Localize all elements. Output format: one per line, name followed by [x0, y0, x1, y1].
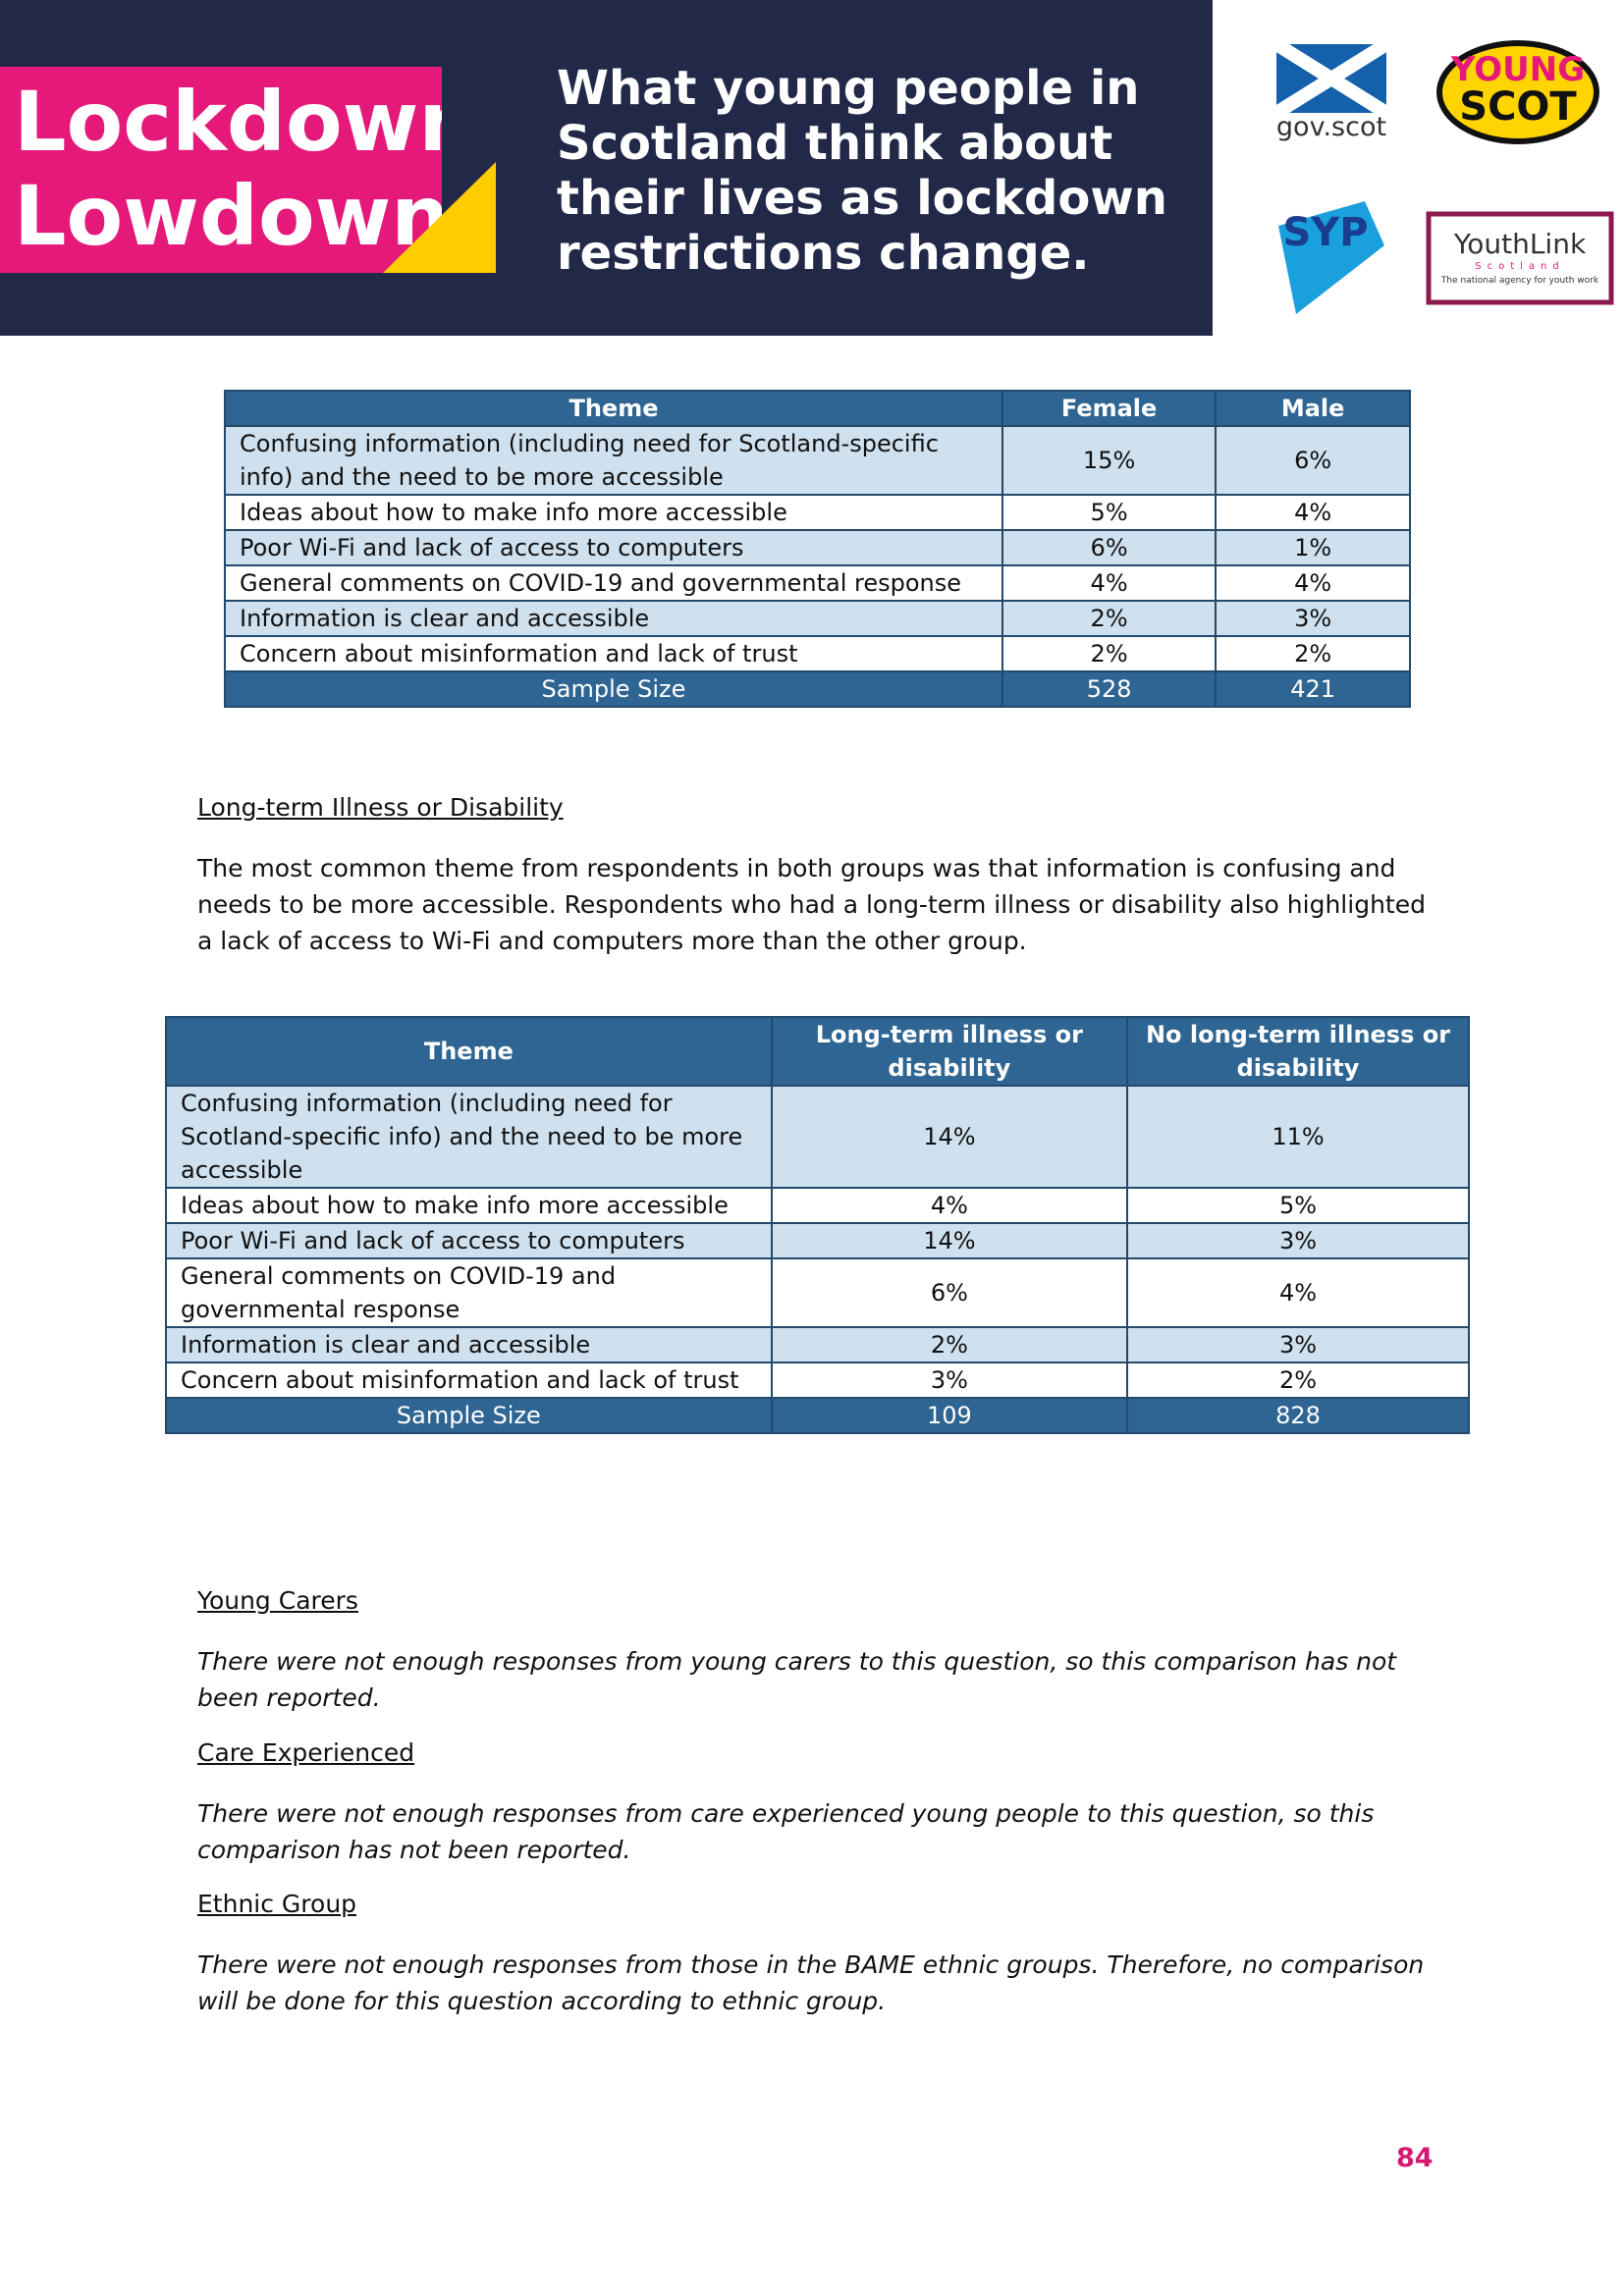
banner-title: What young people in Scotland think abou…	[557, 61, 1167, 281]
page-number: 84	[1396, 2143, 1434, 2173]
table-row: General comments on COVID-19 and governm…	[224, 564, 1411, 602]
value-cell: 6%	[1001, 529, 1218, 566]
logo-text: YouthLink	[1453, 228, 1587, 260]
value-cell: 6%	[770, 1257, 1129, 1328]
footer-cell: 528	[1001, 670, 1218, 708]
value-cell: 3%	[1126, 1326, 1470, 1363]
table-row: General comments on COVID-19 and governm…	[165, 1257, 1470, 1328]
value-cell: 3%	[1126, 1222, 1470, 1259]
table-row: Information is clear and accessible 2% 3%	[224, 600, 1411, 637]
title-line: their lives as lockdown	[557, 171, 1167, 226]
note-text: There were not enough responses from car…	[197, 1799, 1375, 1864]
sample-size-row: Sample Size 528 421	[224, 670, 1411, 708]
value-cell: 2%	[770, 1326, 1129, 1363]
value-cell: 4%	[1215, 494, 1411, 531]
value-cell: 5%	[1126, 1187, 1470, 1224]
theme-cell: Ideas about how to make info more access…	[224, 494, 1003, 531]
brand-block: Lockdown Lowdown	[0, 67, 442, 273]
table-row: Confusing information (including need fo…	[165, 1085, 1470, 1189]
theme-cell: Ideas about how to make info more access…	[165, 1187, 773, 1224]
logo-text: SCOT	[1459, 84, 1577, 130]
column-header: Long-term illness or disability	[770, 1016, 1129, 1087]
value-cell: 14%	[770, 1085, 1129, 1189]
column-header: Male	[1215, 390, 1411, 427]
theme-cell: Poor Wi-Fi and lack of access to compute…	[165, 1222, 773, 1259]
value-cell: 2%	[1126, 1362, 1470, 1399]
logos: gov.scot YOUNG SCOT SYP YouthLink Scotla…	[1272, 38, 1614, 314]
syp-logo	[1278, 201, 1384, 314]
column-header: No long-term illness or disability	[1126, 1016, 1470, 1087]
footer-cell: Sample Size	[224, 670, 1003, 708]
value-cell: 4%	[1001, 564, 1218, 602]
title-line: What young people in	[557, 61, 1140, 116]
theme-cell: Confusing information (including need fo…	[165, 1085, 773, 1189]
column-header: Theme	[165, 1016, 773, 1087]
value-cell: 2%	[1215, 635, 1411, 672]
logo-text: gov.scot	[1276, 112, 1386, 142]
saltire	[1272, 38, 1390, 119]
table-row: Concern about misinformation and lack of…	[165, 1362, 1470, 1399]
value-cell: 3%	[1215, 600, 1411, 637]
column-header: Female	[1001, 390, 1218, 427]
section-heading: Care Experienced	[197, 1738, 415, 1767]
logo-text: Scotland	[1475, 261, 1564, 272]
yellow-triangle	[383, 162, 496, 273]
theme-cell: Information is clear and accessible	[165, 1326, 773, 1363]
table-row: Ideas about how to make info more access…	[224, 494, 1411, 531]
table-row: Ideas about how to make info more access…	[165, 1187, 1470, 1224]
column-header: Theme	[224, 390, 1003, 427]
title-line: Scotland think about	[557, 116, 1113, 171]
banner: Lockdown Lowdown What young people in Sc…	[0, 0, 1213, 336]
value-cell: 4%	[770, 1187, 1129, 1224]
footer-cell: Sample Size	[165, 1397, 773, 1434]
value-cell: 2%	[1001, 635, 1218, 672]
table-row: Poor Wi-Fi and lack of access to compute…	[165, 1222, 1470, 1259]
logo-text: YOUNG	[1450, 50, 1585, 89]
youthlink-logo	[1426, 211, 1614, 305]
table-row: Information is clear and accessible 2% 3%	[165, 1326, 1470, 1363]
theme-cell: Poor Wi-Fi and lack of access to compute…	[224, 529, 1003, 566]
footer-cell: 421	[1215, 670, 1411, 708]
brand-line: Lowdown	[14, 168, 442, 264]
value-cell: 4%	[1215, 564, 1411, 602]
section-heading: Young Carers	[197, 1586, 358, 1615]
footer-cell: 828	[1126, 1397, 1470, 1434]
table: Theme Female Male Confusing information (in…	[224, 390, 1411, 708]
value-cell: 1%	[1215, 529, 1411, 566]
theme-cell: Confusing information (including need fo…	[224, 425, 1003, 496]
logo-text: The national agency for youth work	[1440, 276, 1599, 286]
theme-cell: Concern about misinformation and lack of…	[165, 1362, 773, 1399]
footer-cell: 109	[770, 1397, 1129, 1434]
paragraph: The most common theme from respondents i…	[197, 854, 1426, 955]
value-cell: 2%	[1001, 600, 1218, 637]
table-row: Poor Wi-Fi and lack of access to compute…	[224, 529, 1411, 566]
brand-line: Lockdown	[14, 74, 442, 170]
header-row: Theme Female Male	[224, 390, 1411, 427]
value-cell: 6%	[1215, 425, 1411, 496]
theme-cell: Concern about misinformation and lack of…	[224, 635, 1003, 672]
header-row: Theme Long-term illness or disability No l…	[165, 1016, 1470, 1087]
sample-size-row: Sample Size 109 828	[165, 1397, 1470, 1434]
theme-cell: General comments on COVID-19 and governm…	[165, 1257, 773, 1328]
theme-cell: Information is clear and accessible	[224, 600, 1003, 637]
logo-text: SYP	[1282, 210, 1368, 255]
young-scot-logo	[1436, 40, 1599, 144]
note-text: There were not enough responses from you…	[197, 1647, 1397, 1712]
value-cell: 15%	[1001, 425, 1218, 496]
table-row: Confusing information (including need fo…	[224, 425, 1411, 496]
value-cell: 14%	[770, 1222, 1129, 1259]
section-heading: Ethnic Group	[197, 1890, 357, 1918]
note-text: There were not enough responses from tho…	[197, 1950, 1425, 2015]
table-row: Concern about misinformation and lack of…	[224, 635, 1411, 672]
value-cell: 11%	[1126, 1085, 1470, 1189]
value-cell: 3%	[770, 1362, 1129, 1399]
value-cell: 4%	[1126, 1257, 1470, 1328]
title-line: restrictions change.	[557, 226, 1090, 281]
value-cell: 5%	[1001, 494, 1218, 531]
table: Theme Long-term illness or disability No l…	[165, 1016, 1470, 1434]
section-heading: Long-term Illness or Disability	[197, 793, 564, 822]
theme-cell: General comments on COVID-19 and governm…	[224, 564, 1003, 602]
